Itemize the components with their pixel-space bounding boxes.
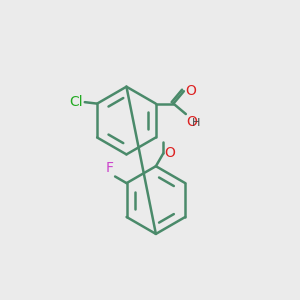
- Text: F: F: [106, 161, 114, 175]
- Text: O: O: [185, 84, 196, 98]
- Text: Cl: Cl: [70, 95, 83, 109]
- Text: H: H: [192, 118, 201, 128]
- Text: O: O: [187, 115, 198, 129]
- Text: O: O: [164, 146, 175, 160]
